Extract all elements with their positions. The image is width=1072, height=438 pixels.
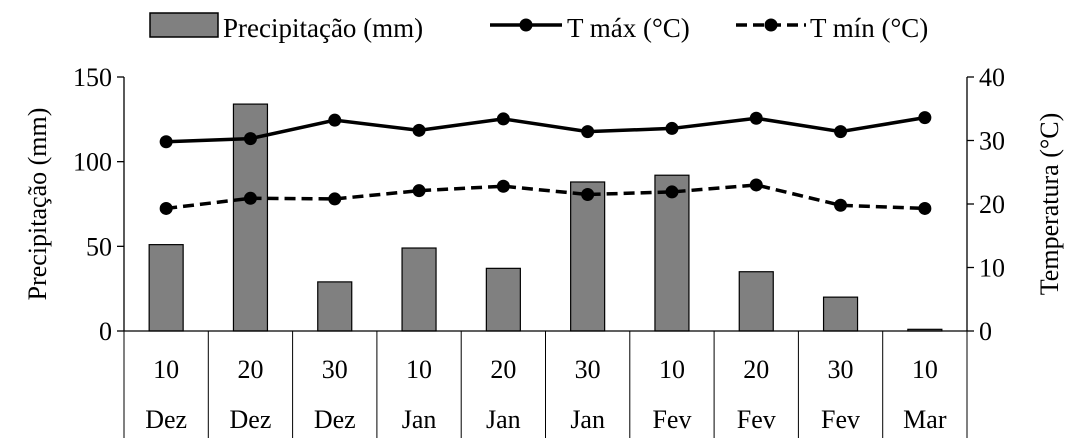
point-tmin <box>159 201 173 215</box>
bar-precipitation <box>148 244 184 332</box>
x-tick-label-month: Fev <box>821 405 860 434</box>
point-tmax <box>581 125 595 139</box>
legend-label-tmin: T mín (°C) <box>810 13 928 43</box>
bar-precipitation <box>570 181 606 332</box>
line-tmin <box>165 183 925 211</box>
point-tmin <box>412 184 426 198</box>
bar-precipitation <box>317 281 353 332</box>
y-right-tick-label: 40 <box>979 63 1005 92</box>
point-tmax <box>412 123 426 137</box>
point-tmax <box>159 135 173 149</box>
x-tick-label-day: 20 <box>237 355 263 384</box>
point-tmin <box>581 187 595 201</box>
bar-precipitation <box>738 271 774 332</box>
x-tick-label-month: Fev <box>652 405 691 434</box>
bar-precipitation <box>822 296 859 332</box>
plot-area: 0 50 100 150 0 10 20 30 40 10 Dez 20 Dez 30 Dez 10 Jan 20… <box>73 63 1005 438</box>
y-right-tick-label: 20 <box>979 190 1005 219</box>
point-tmin <box>749 178 763 192</box>
x-tick-label-day: 10 <box>406 355 432 384</box>
y-left-tick-label: 100 <box>73 148 112 177</box>
legend: Precipitação (mm) T máx (°C) T mín (°C) <box>149 12 928 43</box>
y-axis-left-title: Precipitação (mm) <box>23 108 52 301</box>
point-tmax <box>243 132 257 146</box>
point-tmin <box>834 198 848 212</box>
point-tmax <box>328 113 342 127</box>
x-tick-label-month: Fev <box>737 405 776 434</box>
bar-precipitation <box>401 247 437 332</box>
y-right-tick-label: 30 <box>979 127 1005 156</box>
x-tick-label-month: Jan <box>402 405 437 434</box>
x-tick-label-month: Dez <box>145 405 187 434</box>
point-tmax <box>665 121 679 135</box>
bar-precipitation <box>654 174 690 332</box>
bar-precipitation <box>232 103 269 332</box>
y-axis-right-title: Temperatura (°C) <box>1035 113 1064 296</box>
x-tick-label-day: 10 <box>912 355 938 384</box>
x-tick-label-month: Dez <box>230 405 272 434</box>
x-tick-label-month: Jan <box>486 405 521 434</box>
x-tick-label-month: Dez <box>314 405 356 434</box>
point-tmax <box>918 111 932 125</box>
y-right-tick-label: 0 <box>979 317 992 346</box>
point-tmin <box>496 179 510 193</box>
point-tmin <box>918 201 932 215</box>
x-tick-label-day: 30 <box>322 355 348 384</box>
legend-label-tmax: T máx (°C) <box>567 13 690 43</box>
y-left-tick-label: 150 <box>73 63 112 92</box>
x-tick-label-day: 30 <box>575 355 601 384</box>
x-tick-label-month: Mar <box>903 405 947 434</box>
y-right-tick-label: 10 <box>979 254 1005 283</box>
y-left-tick-label: 0 <box>99 317 112 346</box>
legend-marker-tmin <box>764 18 778 32</box>
point-tmin <box>243 191 257 205</box>
bar-precipitation <box>485 267 521 332</box>
x-tick-label-day: 20 <box>490 355 516 384</box>
y-left-tick-label: 50 <box>86 232 112 261</box>
point-tmax <box>496 112 510 126</box>
point-tmin <box>328 192 342 206</box>
line-tmax <box>166 115 926 144</box>
point-tmax <box>749 111 763 125</box>
x-tick-label-day: 20 <box>743 355 769 384</box>
point-tmax <box>834 125 848 139</box>
x-tick-label-month: Jan <box>570 405 605 434</box>
x-tick-label-day: 30 <box>828 355 854 384</box>
x-tick-label-day: 10 <box>153 355 179 384</box>
point-tmin <box>665 185 679 199</box>
legend-marker-tmax <box>519 18 533 32</box>
legend-label-precipitation: Precipitação (mm) <box>223 13 423 43</box>
legend-swatch-precipitation <box>149 12 219 38</box>
x-tick-label-day: 10 <box>659 355 685 384</box>
